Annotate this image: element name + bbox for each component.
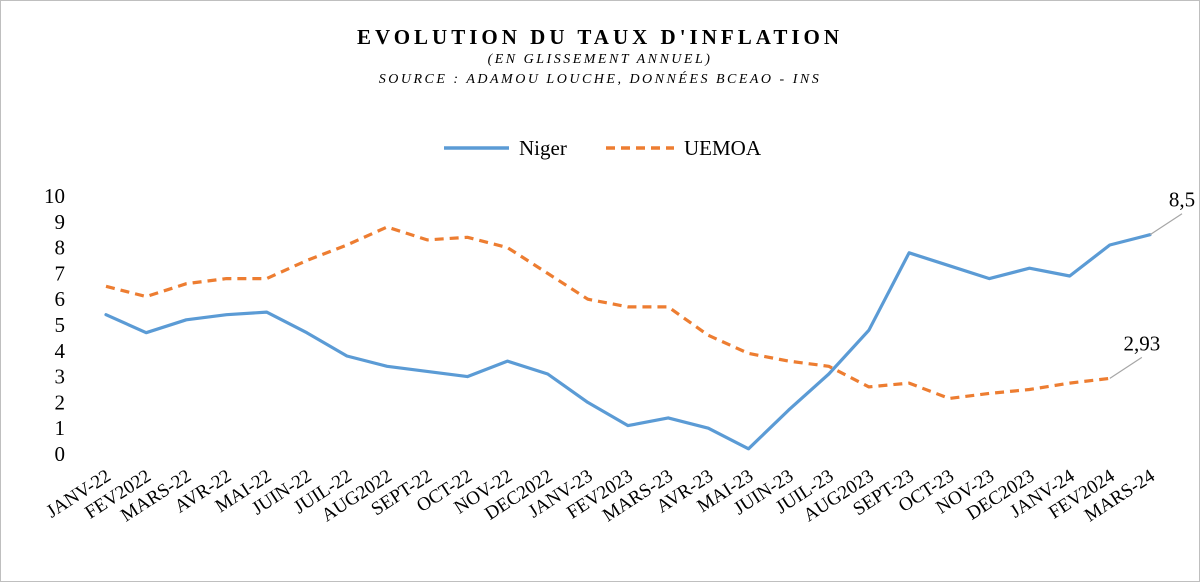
chart-source: SOURCE : ADAMOU LOUCHE, DONNÉES BCEAO - …: [379, 70, 821, 87]
series-layer: [104, 225, 1152, 451]
y-tick-label: 1: [55, 416, 66, 440]
x-axis: JANV-22FEV2022MARS-22AVR-22MAI-22JUIN-22…: [43, 465, 1159, 526]
data-label-leader: [1109, 356, 1143, 379]
data-labels: 8,5 2,93: [1109, 188, 1195, 379]
y-tick-label: 9: [55, 210, 66, 234]
legend-label-uemoa: UEMOA: [684, 136, 762, 160]
y-tick-label: 2: [55, 390, 66, 414]
y-tick-label: 3: [55, 365, 66, 389]
chart-title: EVOLUTION DU TAUX D'INFLATION: [357, 25, 843, 49]
data-label-leader: [1149, 213, 1183, 236]
y-tick-label: 10: [44, 184, 65, 208]
y-tick-label: 8: [55, 236, 66, 260]
legend: Niger UEMOA: [444, 136, 762, 160]
series-line-niger: [104, 233, 1152, 451]
legend-label-niger: Niger: [519, 136, 567, 160]
series-line-uemoa: [105, 225, 1110, 401]
y-tick-label: 7: [55, 261, 66, 285]
y-tick-label: 5: [55, 313, 66, 337]
data-label-niger: 8,5: [1169, 188, 1195, 212]
y-tick-label: 6: [55, 287, 66, 311]
chart-subtitle: (EN GLISSEMENT ANNUEL): [488, 52, 713, 67]
data-label-uemoa: 2,93: [1123, 331, 1160, 355]
y-tick-label: 4: [55, 339, 66, 363]
y-tick-label: 0: [55, 442, 66, 466]
